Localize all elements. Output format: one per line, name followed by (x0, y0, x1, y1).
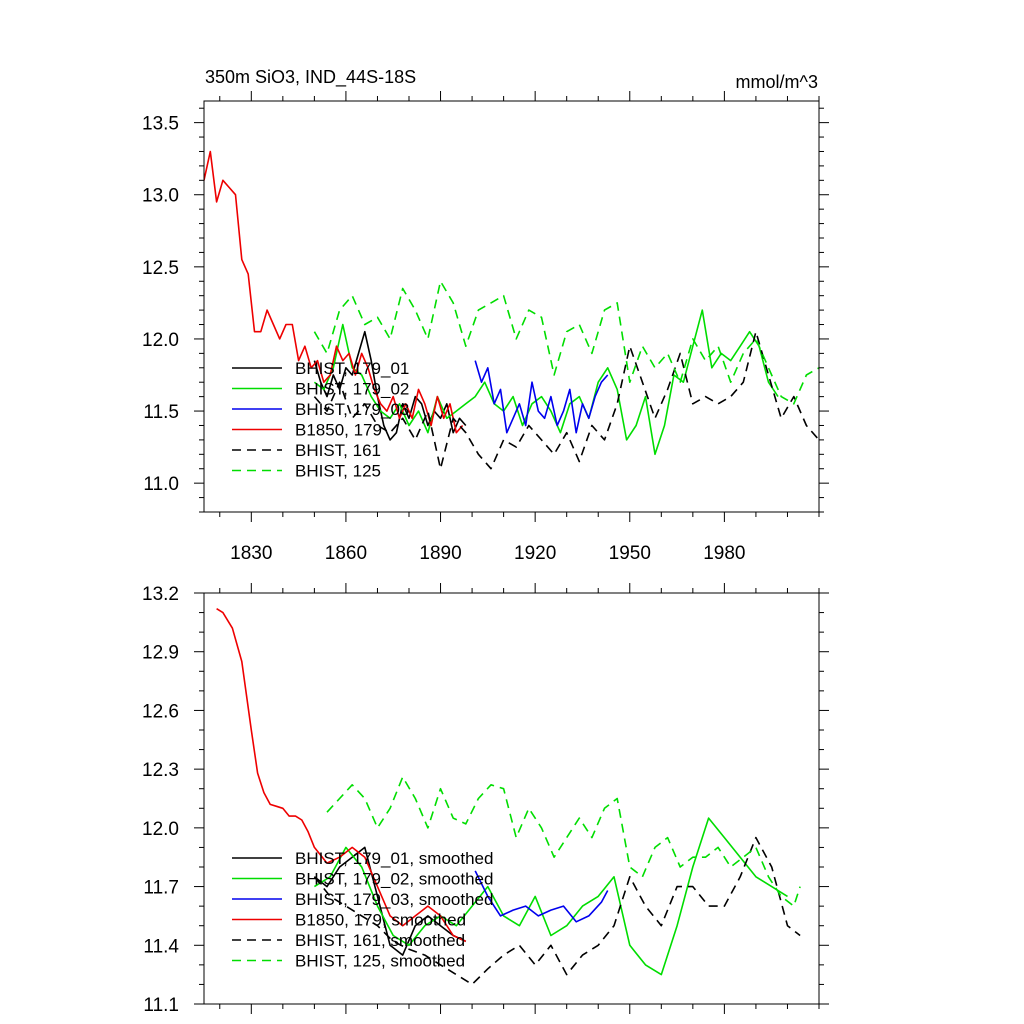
x-tick-label: 1950 (609, 543, 651, 564)
series-line-3 (474, 870, 609, 923)
top-panel: 350m SiO3, IND_44S-18S mmol/m^3 1830 1860… (142, 67, 829, 564)
series-line-2 (313, 309, 779, 456)
series-line-6 (326, 776, 801, 907)
legend-label: BHIST, 125 (295, 462, 381, 481)
series-line-3 (474, 360, 609, 434)
y-tick-label: 12.0 (142, 330, 179, 351)
series-line-6 (313, 280, 819, 405)
y-tick-label: 11.0 (143, 474, 179, 495)
legend-label: BHIST, 179_02, smoothed (295, 870, 493, 889)
x-tick-label: 1860 (325, 543, 367, 564)
chart-title: 350m SiO3, IND_44S-18S (205, 67, 416, 88)
bottom-axes: 11.1 11.4 11.7 12.0 12.3 12.6 12.9 13.2 (142, 583, 829, 1016)
series-line-4 (216, 608, 467, 943)
legend-label: BHIST, 179_03, smoothed (295, 890, 493, 909)
top-plot-lines (204, 150, 819, 470)
x-tick-label: 1830 (230, 543, 272, 564)
series-line-1 (313, 330, 467, 441)
y-tick-label: 12.9 (142, 643, 179, 664)
y-tick-label: 12.3 (142, 760, 179, 781)
x-tick-label: 1890 (419, 543, 461, 564)
plot-frame (203, 100, 820, 513)
x-tick-label: 1980 (703, 543, 745, 564)
y-tick-label: 13.5 (142, 114, 179, 135)
top-axes: 1830 1860 1890 1920 1950 1980 11.0 11.5 12.0 12.5… (142, 91, 829, 564)
y-tick-label: 12.5 (142, 258, 179, 279)
y-tick-label: 12.0 (142, 819, 179, 840)
series-line-2 (313, 817, 788, 976)
series-line-4 (204, 150, 464, 434)
series-line-5 (313, 836, 801, 986)
legend-label: B1850, 179, smoothed (295, 911, 466, 930)
units-label: mmol/m^3 (736, 72, 818, 92)
legend-label: BHIST, 161 (295, 441, 381, 460)
series-line-5 (313, 330, 819, 470)
legend-label: BHIST, 179_02 (295, 380, 409, 399)
x-tick-label: 1920 (514, 543, 556, 564)
legend-label: BHIST, 179_01, smoothed (295, 849, 493, 868)
bottom-plot-lines (216, 608, 801, 986)
legend-label: BHIST, 179_03 (295, 400, 409, 419)
legend-label: BHIST, 161, smoothed (295, 931, 465, 950)
y-tick-label: 13.2 (142, 584, 179, 605)
y-tick-label: 11.5 (143, 402, 179, 423)
y-tick-label: 12.6 (142, 701, 179, 722)
legend-label: B1850, 179 (295, 421, 382, 440)
legend-label: BHIST, 179_01 (295, 359, 409, 378)
y-tick-label: 11.1 (143, 995, 179, 1016)
y-tick-label: 11.7 (143, 878, 179, 899)
series-line-1 (313, 846, 467, 956)
y-tick-label: 13.0 (142, 186, 179, 207)
bottom-panel: 11.1 11.4 11.7 12.0 12.3 12.6 12.9 13.2 BHIST, … (142, 583, 829, 1016)
plot-frame (203, 592, 820, 1005)
legend-label: BHIST, 125, smoothed (295, 952, 465, 971)
bottom-legend: BHIST, 179_01, smoothed BHIST, 179_02, sm… (232, 849, 493, 971)
y-tick-label: 11.4 (143, 936, 179, 957)
